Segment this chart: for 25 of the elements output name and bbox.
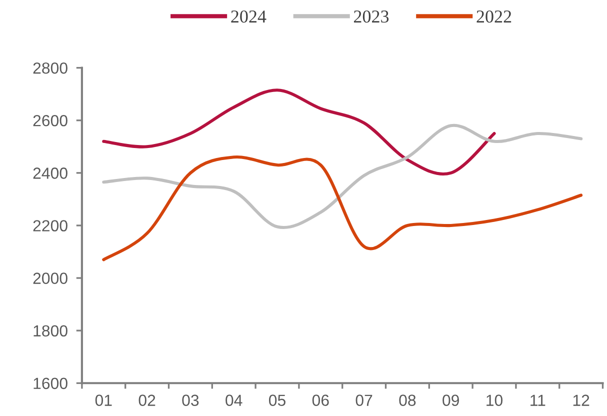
x-tick-label: 12	[573, 394, 590, 406]
legend-label: 2024	[231, 10, 266, 23]
x-tick-label: 10	[486, 394, 503, 406]
x-tick-label: 01	[95, 394, 112, 406]
x-tick-label: 07	[356, 394, 372, 406]
legend-label: 2022	[476, 10, 512, 23]
x-tick-label: 08	[399, 394, 416, 406]
line-series	[102, 124, 583, 230]
legend-label: 2023	[354, 10, 389, 23]
y-tick-label: 2000	[33, 272, 68, 284]
y-tick-label: 2800	[33, 62, 68, 74]
y-tick-label: 2600	[33, 114, 68, 126]
x-tick-label: 02	[138, 394, 156, 406]
x-tick-label: 04	[226, 394, 242, 406]
x-tick-label: 05	[268, 394, 286, 406]
y-tick-label: 2400	[33, 168, 68, 179]
y-tick-label: 1600	[34, 378, 68, 390]
x-tick-label: 09	[442, 394, 459, 406]
y-tick-label: 1800	[34, 325, 68, 337]
y-tick-label: 2200	[33, 220, 68, 232]
line-series	[102, 88, 496, 176]
x-tick-label: 03	[182, 394, 199, 406]
x-tick-label: 11	[530, 394, 546, 406]
line-series	[102, 156, 583, 262]
x-tick-label: 06	[312, 394, 329, 406]
